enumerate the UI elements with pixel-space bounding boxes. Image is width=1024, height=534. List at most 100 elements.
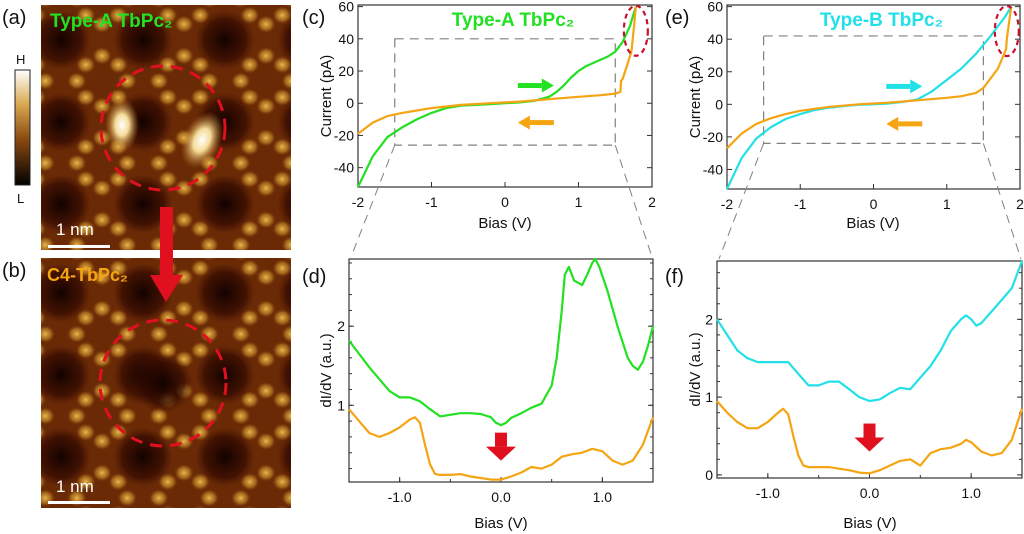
stm-lobe	[338, 514, 358, 532]
stm-lobe	[41, 7, 47, 24]
stm-lobe	[0, 325, 5, 343]
stm-lobe	[322, 302, 342, 320]
stm-lobe	[0, 407, 5, 425]
stm-lobe	[75, 170, 96, 189]
stm-lobe	[199, 236, 220, 250]
stm-lobe	[10, 300, 30, 318]
stm-lobe	[283, 258, 291, 261]
highlight-ellipse	[622, 4, 649, 57]
stm-lobe	[75, 308, 96, 327]
stm-lobe	[338, 268, 358, 286]
series-line-c4	[348, 408, 655, 481]
stm-lobe	[363, 325, 383, 343]
y-tick-label: 40	[707, 31, 723, 47]
zoom-connector-left	[350, 144, 396, 258]
stm-lobe	[354, 259, 374, 277]
stm-bright-lobe	[105, 98, 139, 152]
y-tick-label: 2	[705, 311, 713, 327]
stm-lobe	[363, 236, 383, 254]
stm-lobe	[157, 137, 178, 156]
stm-lobe	[338, 211, 358, 229]
stm-lobe	[322, 473, 342, 491]
stm-lobe	[0, 309, 14, 327]
stm-lobe	[0, 489, 5, 507]
stm-lobe	[92, 46, 112, 65]
stm-lobe	[117, 236, 138, 250]
stm-lobe	[0, 88, 14, 106]
stm-dark-spot	[41, 174, 91, 234]
x-axis-label: Bias (V)	[474, 515, 527, 532]
stm-lobe	[338, 432, 358, 450]
panel-label-d: (d)	[302, 266, 326, 288]
stm-lobe	[256, 210, 276, 229]
stm-lobe	[10, 293, 30, 311]
y-tick-label: 0	[715, 96, 723, 112]
stm-dark-spot	[41, 345, 91, 405]
sweep-arrow-backward	[886, 116, 923, 131]
stm-lobe	[174, 432, 194, 451]
stm-lobe	[256, 46, 276, 65]
stm-lobe	[75, 219, 96, 238]
stm-lobe	[0, 341, 14, 359]
stm-lobe	[92, 210, 112, 229]
stm-lobe	[256, 15, 276, 34]
stm-lobe	[174, 268, 194, 287]
stm-lobe	[108, 219, 129, 238]
stm-lobe	[92, 381, 112, 400]
arrow-head	[854, 437, 885, 452]
stm-lobe	[230, 407, 251, 425]
stm-lobe	[239, 423, 260, 442]
stm-lobe	[10, 343, 30, 361]
arrow-shaft	[898, 121, 923, 127]
stm-lobe	[256, 97, 276, 116]
stm-lobe	[41, 5, 53, 8]
y-tick-label: 60	[338, 0, 354, 15]
stm-lobe	[281, 72, 291, 90]
sweep-arrow-forward	[886, 79, 923, 94]
stm-lobe	[157, 308, 178, 327]
stm-lobe	[190, 55, 211, 74]
stm-lobe	[190, 472, 211, 491]
y-tick-label: 20	[338, 63, 354, 79]
x-tick-label: 1	[943, 196, 951, 212]
arrow-shaft	[863, 423, 876, 438]
x-tick-label: -2	[352, 194, 365, 210]
stm-lobe	[230, 489, 251, 507]
y-tick-label: 1	[337, 397, 345, 413]
stm-dark-spot	[277, 178, 291, 230]
stm-dark-spot	[195, 174, 255, 234]
stm-lobe	[75, 88, 96, 107]
arrow-shaft	[886, 83, 911, 89]
stm-lobe	[272, 472, 291, 491]
panel-label-c: (c)	[302, 7, 325, 29]
stm-lobe	[199, 489, 220, 507]
y-axis-label: Current (pA)	[687, 56, 704, 139]
stm-lobe	[322, 227, 342, 245]
stm-lobe	[363, 318, 383, 336]
zoom-box	[763, 35, 984, 145]
stm-lobe	[10, 218, 30, 236]
stm-lobe	[174, 15, 194, 34]
stm-dark-spot	[277, 14, 291, 66]
x-tick-label: -2	[721, 196, 734, 212]
stm-lobe	[363, 489, 383, 507]
colorbar-low-label: L	[17, 191, 24, 206]
stm-lobe	[41, 260, 47, 277]
stm-lobe	[108, 423, 129, 442]
y-tick-label: -20	[703, 129, 723, 145]
stm-lobe	[230, 325, 251, 343]
stm-lobe	[313, 243, 333, 261]
colorbar-high-label: H	[16, 52, 25, 67]
chart-title: Type-B TbPc₂	[820, 10, 943, 31]
stm-lobe	[10, 464, 30, 482]
transition-arrow	[150, 207, 183, 302]
panel-title-b: C4-TbPc₂	[47, 265, 128, 285]
stm-lobe	[157, 55, 178, 74]
stm-lobe	[239, 137, 260, 156]
stm-lobe	[354, 302, 374, 320]
stm-lobe	[41, 325, 56, 343]
stm-lobe	[174, 299, 194, 318]
highlight-ellipse	[993, 4, 1020, 58]
y-tick-label: 0	[346, 95, 354, 111]
stm-lobe	[201, 258, 217, 261]
